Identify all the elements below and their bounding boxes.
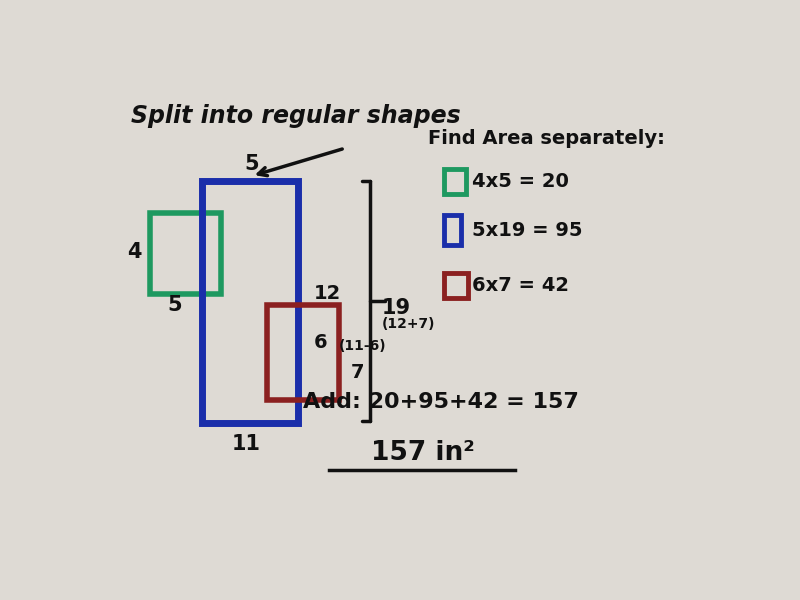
Text: 4x5 = 20: 4x5 = 20 <box>472 172 569 191</box>
Text: (12+7): (12+7) <box>382 317 436 331</box>
Text: 6x7 = 42: 6x7 = 42 <box>472 277 569 295</box>
Text: 5: 5 <box>245 154 259 175</box>
Text: 7: 7 <box>351 363 365 382</box>
Text: 5x19 = 95: 5x19 = 95 <box>472 221 582 239</box>
Text: (11-6): (11-6) <box>338 338 386 353</box>
Bar <box>150 213 221 294</box>
Text: 11: 11 <box>231 434 260 454</box>
Text: Split into regular shapes: Split into regular shapes <box>131 104 461 128</box>
Text: 4: 4 <box>127 242 142 262</box>
Bar <box>202 181 298 423</box>
Text: 157 in²: 157 in² <box>370 440 474 466</box>
Bar <box>267 305 338 400</box>
Bar <box>444 169 466 194</box>
Text: Find Area separately:: Find Area separately: <box>428 130 665 148</box>
Bar <box>444 215 462 245</box>
Text: 6: 6 <box>314 333 327 352</box>
Text: 19: 19 <box>382 298 411 317</box>
Text: 12: 12 <box>314 284 341 303</box>
Text: Add: 20+95+42 = 157: Add: 20+95+42 = 157 <box>303 392 579 412</box>
Text: 5: 5 <box>167 295 182 316</box>
Bar <box>444 273 468 298</box>
